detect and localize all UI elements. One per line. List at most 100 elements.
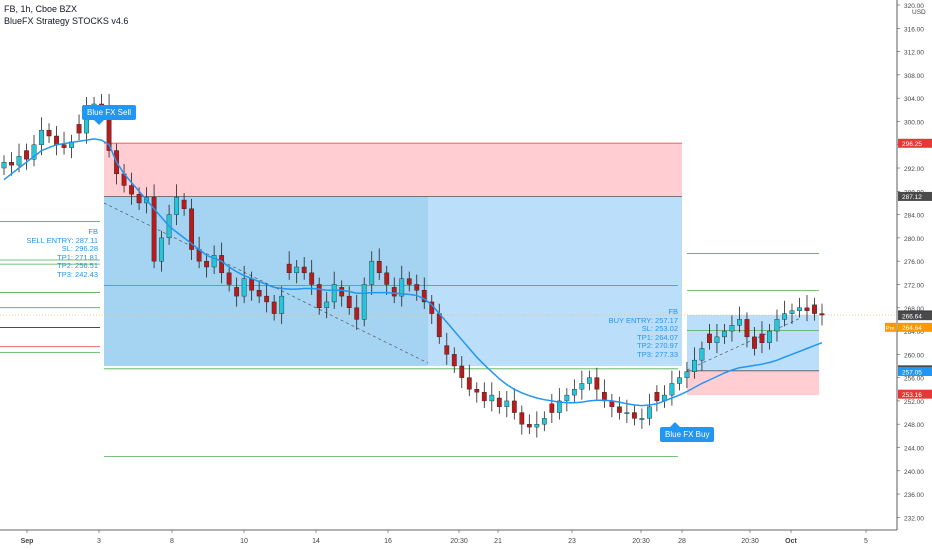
candle-body (46, 129, 52, 137)
axis-background (897, 0, 932, 550)
candle-body (744, 319, 750, 338)
buy-info-line: TP3: 277.33 (637, 349, 678, 359)
price-tag-label: 264.64 (902, 325, 922, 332)
candle-body (549, 403, 555, 413)
sell-path-line (103, 202, 429, 364)
candle-body (586, 377, 592, 384)
candle-body (9, 161, 14, 166)
candle-body (707, 333, 712, 343)
candle-body (31, 144, 37, 160)
candle-body (714, 336, 720, 343)
y-tick-label: 248.00 (904, 422, 924, 429)
candle-body (646, 406, 652, 419)
x-tick-label: 8 (170, 538, 174, 545)
y-tick-label: 300.00 (904, 119, 924, 126)
sell-info-line: SELL ENTRY: 287.11 (26, 235, 98, 245)
candle-body (271, 301, 277, 314)
candle-body (519, 412, 525, 425)
y-tick-label: 292.00 (904, 166, 924, 173)
candle-body (819, 313, 825, 316)
candle-body (624, 412, 630, 414)
y-tick-label: 272.00 (904, 282, 924, 289)
candle-body (639, 418, 645, 420)
candle-body (729, 325, 735, 332)
candle-body (669, 383, 675, 396)
buy-info-line: TP2: 270.97 (637, 341, 678, 350)
x-tick-label: Oct (785, 538, 797, 545)
y-tick-label: 236.00 (904, 492, 924, 499)
candle-body (361, 284, 367, 320)
sell-signal-tag[interactable]: Blue FX Sell (82, 105, 137, 125)
candle-body (174, 196, 180, 215)
candle-body (767, 330, 772, 343)
y-tick-label: 308.00 (904, 73, 924, 80)
y-tick-label: 276.00 (904, 259, 924, 266)
candle-body (737, 319, 742, 326)
candle-body (211, 255, 217, 268)
candle-body (324, 301, 330, 308)
sell-stop-zone (104, 143, 682, 197)
candle-body (331, 284, 337, 303)
candle-body (204, 260, 210, 268)
candle-body (39, 129, 44, 145)
price-tag (898, 311, 932, 321)
price-tag-label: 296.25 (902, 141, 922, 148)
x-tick-label: 10 (240, 538, 248, 545)
x-tick-label: Sep (21, 538, 34, 545)
price-tag (898, 389, 932, 399)
x-tick-label: 20:30 (450, 538, 468, 545)
down-arrow-icon (94, 120, 104, 125)
candle-body (556, 400, 562, 413)
candle-body (301, 266, 307, 274)
candle-body (789, 310, 795, 314)
candle-body (406, 278, 412, 285)
buy-info-line: SL: 253.02 (641, 324, 678, 333)
candle-body (241, 278, 247, 297)
candle-body (294, 266, 300, 274)
candle-body (346, 295, 352, 308)
candle-body (189, 208, 195, 250)
candle-body (804, 307, 810, 311)
y-tick-label: 284.00 (904, 213, 924, 220)
x-tick-label: 21 (494, 538, 502, 545)
candle-body (286, 263, 292, 274)
y-tick-label: 256.00 (904, 376, 924, 383)
target-levels (0, 202, 897, 458)
candle-body (54, 135, 59, 145)
x-tick-label: 20:30 (741, 538, 759, 545)
candle-body (316, 284, 322, 308)
candle-body (226, 272, 232, 285)
candle-body (279, 295, 285, 314)
candle-body (354, 307, 360, 320)
symbol-title: FB, 1h, Cboe BZX (4, 4, 78, 14)
sell-target-zone (428, 196, 682, 366)
candle-body (414, 284, 420, 291)
y-tick-label: 252.00 (904, 399, 924, 406)
candle-body (489, 394, 495, 402)
candle-body (496, 397, 502, 407)
y-tick-label: 320.00 (904, 3, 924, 10)
ema-line (3, 138, 823, 407)
price-tag-label: 266.64 (902, 313, 922, 320)
y-tick-label: 268.00 (904, 306, 924, 313)
y-tick-label: 264.00 (904, 329, 924, 336)
candle-body (181, 199, 187, 209)
candle-body (159, 237, 164, 262)
buy-signal-tag[interactable]: Blue FX Buy (660, 422, 715, 442)
x-tick-label: 28 (678, 538, 686, 545)
candle-body (692, 359, 697, 372)
x-tick-label: 20:30 (632, 538, 650, 545)
candle-body (399, 278, 405, 297)
candle-body (466, 377, 472, 390)
y-tick-label: 260.00 (904, 352, 924, 359)
buy-stop-zone (687, 370, 819, 395)
candle-body (579, 383, 585, 390)
candle-body (136, 194, 142, 204)
sell-info-line: TP1: 271.81 (57, 252, 98, 262)
candle-body (504, 400, 510, 407)
x-tick-label: 3 (97, 538, 101, 545)
y-tick-label: 280.00 (904, 236, 924, 243)
candle-body (699, 348, 705, 361)
candle-body (594, 377, 600, 390)
